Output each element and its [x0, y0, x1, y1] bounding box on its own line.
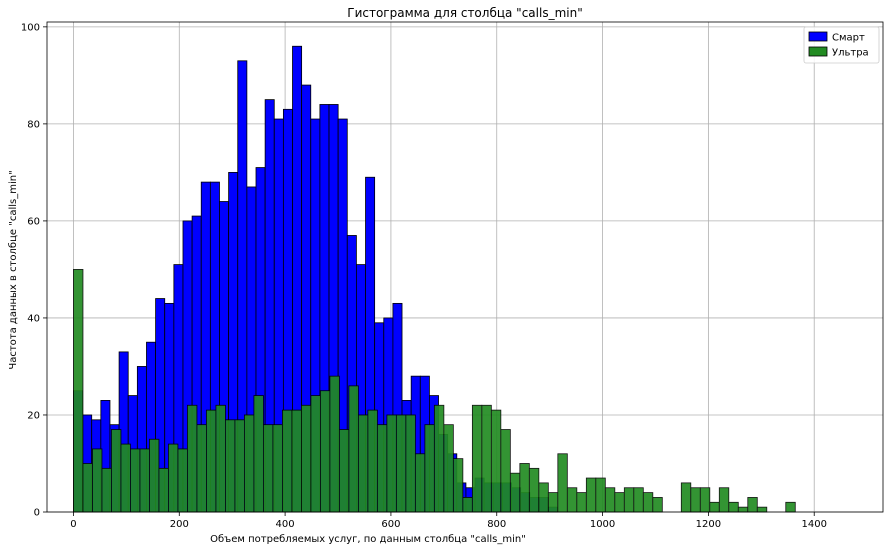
- histogram-bar: [443, 424, 454, 513]
- histogram-bar: [111, 429, 122, 513]
- histogram-bar: [604, 487, 616, 513]
- histogram-bar: [120, 443, 131, 513]
- bars: [73, 45, 796, 513]
- histogram-bar: [614, 492, 625, 513]
- histogram-bar: [471, 404, 483, 513]
- histogram-bar: [747, 497, 758, 513]
- ticks: 0 200 400 600 800 1000 1200 1400 0 20 40 60 80 100: [21, 22, 827, 530]
- histogram-bar: [263, 424, 274, 513]
- histogram-bar: [633, 487, 644, 513]
- y-tick-label: 40: [27, 313, 40, 324]
- histogram-bar: [92, 448, 103, 513]
- histogram-bar: [282, 409, 293, 513]
- histogram-bar: [547, 492, 559, 513]
- histogram-bar: [585, 477, 597, 513]
- histogram-bar: [481, 404, 492, 513]
- histogram-bar: [130, 448, 141, 513]
- histogram-bar: [215, 404, 226, 513]
- histogram-bar: [101, 467, 112, 513]
- histogram-bar: [310, 395, 321, 513]
- histogram-bar: [566, 487, 578, 513]
- y-tick-label: 100: [21, 22, 40, 33]
- histogram-bar: [623, 487, 635, 513]
- histogram-bar: [272, 424, 283, 513]
- histogram-bar: [177, 448, 188, 513]
- histogram-bar: [300, 404, 312, 513]
- x-tick-label: 200: [170, 519, 189, 530]
- y-tick-label: 60: [27, 216, 40, 227]
- histogram-bar: [462, 497, 473, 513]
- histogram-bar: [680, 482, 692, 513]
- histogram-bar: [509, 472, 521, 513]
- histogram-bar: [424, 424, 435, 513]
- histogram-bar: [291, 409, 302, 513]
- x-tick-label: 800: [487, 519, 506, 530]
- histogram-bar: [490, 409, 502, 513]
- histogram-bar: [73, 269, 84, 513]
- histogram-bar: [690, 487, 701, 513]
- x-tick-label: 1000: [590, 519, 615, 530]
- histogram-bar: [168, 443, 179, 513]
- y-tick-label: 80: [27, 119, 40, 130]
- histogram-bar: [149, 438, 160, 513]
- histogram-bar: [376, 424, 388, 513]
- x-axis-label: Объем потребляемых услуг, по данным стол…: [210, 534, 526, 545]
- legend-label: Ультра: [832, 48, 869, 59]
- histogram-bar: [139, 448, 150, 513]
- histogram-bar: [528, 467, 540, 513]
- histogram-bar: [386, 414, 397, 513]
- legend-swatch: [808, 46, 828, 57]
- histogram-bar: [234, 419, 245, 513]
- histogram-bar: [225, 419, 236, 513]
- histogram-bar: [367, 409, 378, 513]
- y-tick-label: 0: [34, 508, 40, 519]
- histogram-bar: [500, 429, 511, 513]
- histogram-bar: [709, 501, 720, 513]
- x-tick-label: 1200: [696, 519, 721, 530]
- x-tick-label: 400: [276, 519, 295, 530]
- histogram-bar: [595, 477, 606, 513]
- chart-title: Гистограмма для столбца "calls_min": [347, 6, 582, 20]
- histogram-bar: [756, 506, 768, 513]
- histogram-bar: [187, 404, 198, 513]
- histogram-bar: [395, 414, 407, 513]
- legend-swatch: [808, 31, 828, 42]
- histogram-bar: [414, 453, 426, 513]
- plot-frame: [46, 21, 884, 513]
- histogram-bar: [329, 375, 340, 513]
- histogram-bar: [206, 409, 217, 513]
- histogram-bar: [319, 390, 331, 513]
- histogram-bar: [253, 395, 264, 513]
- histogram-bar: [718, 487, 730, 513]
- histogram-bar: [557, 453, 568, 513]
- histogram-bar: [357, 414, 369, 513]
- series-2: [73, 269, 796, 513]
- legend-label: Смарт: [832, 33, 865, 44]
- histogram-bar: [338, 429, 350, 513]
- histogram-bar: [652, 497, 663, 513]
- histogram-bar: [405, 414, 416, 513]
- histogram-bar: [519, 463, 530, 513]
- histogram-bar: [642, 492, 654, 513]
- histogram-bar: [348, 385, 359, 513]
- histogram-bar: [785, 501, 796, 513]
- legend: Смарт Ультра: [803, 26, 880, 64]
- y-tick-label: 20: [27, 410, 40, 421]
- histogram-bar: [196, 424, 207, 513]
- histogram-bar: [728, 501, 739, 513]
- histogram-bar: [538, 482, 549, 513]
- x-tick-label: 1400: [801, 519, 826, 530]
- x-tick-label: 600: [381, 519, 400, 530]
- histogram-bar: [699, 487, 711, 513]
- histogram-bar: [158, 467, 169, 513]
- histogram-bar: [576, 492, 587, 513]
- histogram-bar: [244, 414, 255, 513]
- histogram-bar: [737, 506, 749, 513]
- histogram-bar: [433, 404, 445, 513]
- histogram-bar: [452, 458, 464, 513]
- histogram-bar: [82, 463, 93, 513]
- x-tick-label: 0: [70, 519, 76, 530]
- y-axis-label: Частота данных в столбце "calls_min": [8, 170, 19, 369]
